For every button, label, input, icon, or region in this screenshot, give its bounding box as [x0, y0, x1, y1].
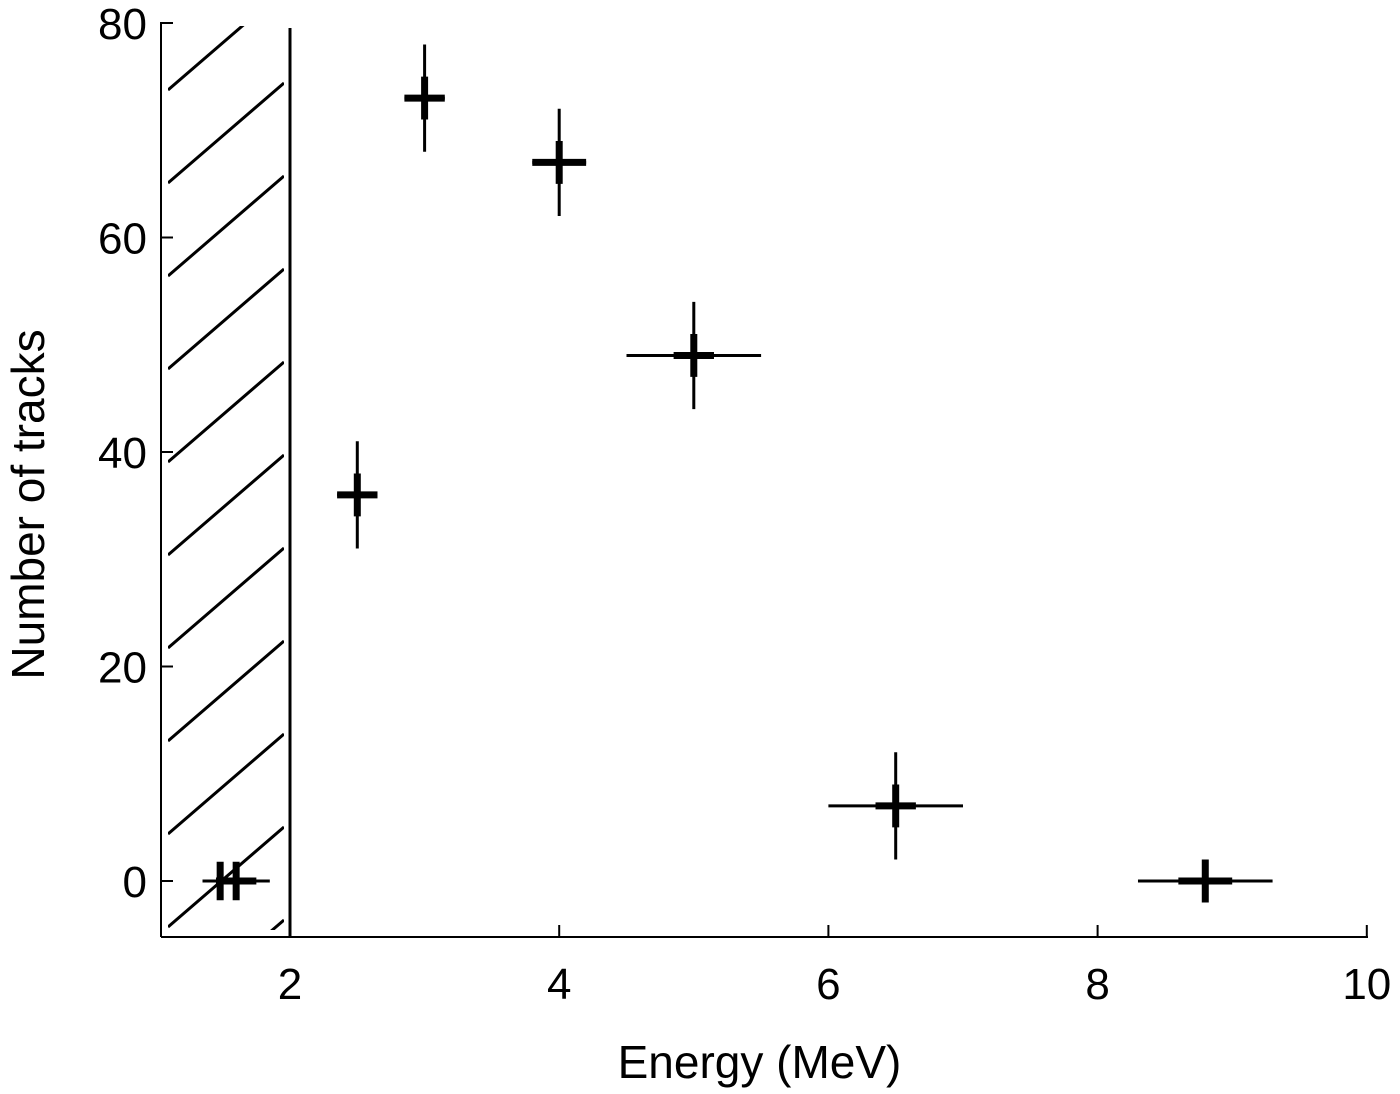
y-tick-label: 0 — [123, 858, 147, 907]
data-point — [202, 861, 270, 901]
hatch-line — [168, 453, 284, 557]
hatch-line — [168, 360, 284, 464]
hatch-line — [168, 81, 284, 185]
data-point — [404, 44, 445, 152]
data-points — [202, 44, 1273, 903]
y-tick-label: 60 — [98, 215, 147, 264]
x-tick-label: 8 — [1085, 960, 1109, 1009]
hatch-line — [270, 918, 284, 930]
x-tick-label: 4 — [547, 960, 571, 1009]
x-tick-label: 2 — [278, 960, 302, 1009]
hatch-line — [168, 267, 284, 371]
hatch-line — [168, 639, 284, 743]
hatch-line — [168, 1013, 284, 1094]
excluded-region-hatch — [168, 26, 284, 1094]
data-point — [828, 752, 963, 860]
y-axis-title: Number of tracks — [2, 329, 54, 679]
hatch-line — [168, 825, 284, 929]
data-point — [532, 108, 587, 217]
axes: 0 20 40 60 80 2 4 6 8 10 — [98, 0, 1391, 1009]
hatch-line — [168, 26, 245, 92]
hatch-line — [168, 732, 284, 836]
hatch-line — [168, 174, 284, 278]
y-tick-label: 40 — [98, 429, 147, 478]
x-axis-title: Energy (MeV) — [618, 1036, 902, 1088]
x-tick-label: 6 — [816, 960, 840, 1009]
hatch-lines — [168, 26, 284, 1094]
data-point — [337, 441, 378, 549]
data-point — [626, 301, 762, 410]
hatch-line — [168, 546, 284, 650]
y-tick-label: 20 — [98, 644, 147, 693]
x-tick-label: 10 — [1342, 960, 1391, 1009]
y-tick-label: 80 — [98, 0, 147, 49]
data-point — [1137, 859, 1273, 903]
